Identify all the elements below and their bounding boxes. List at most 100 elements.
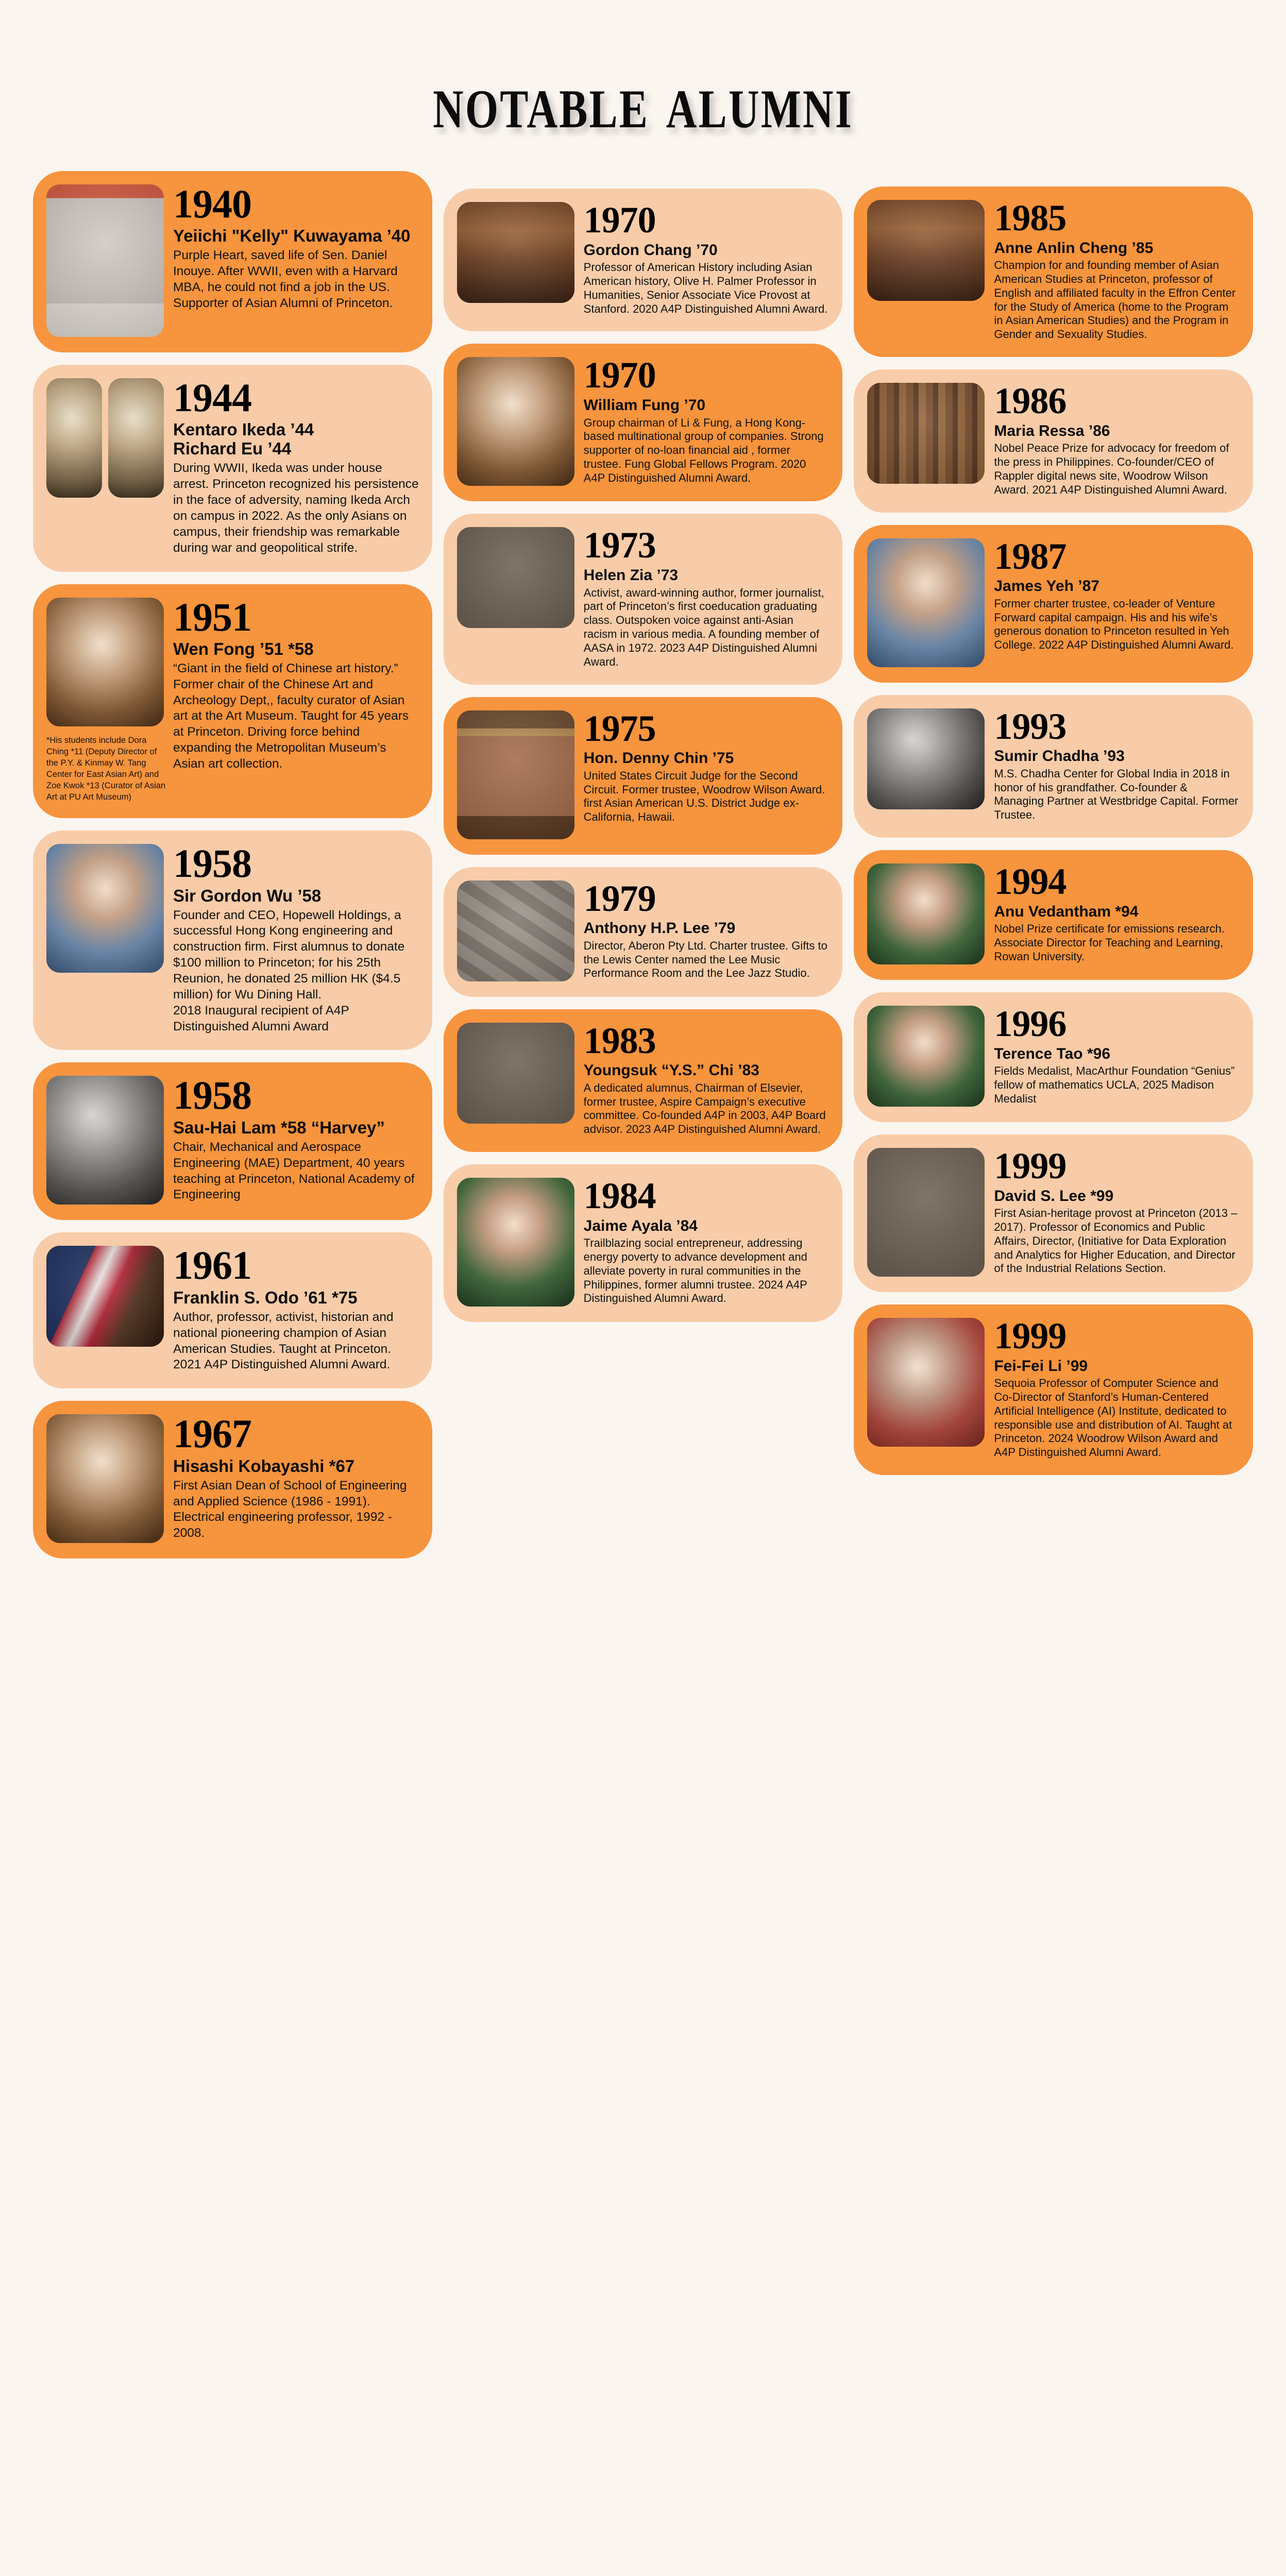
alumni-card: 1985 Anne Anlin Cheng ’85 Champion for and… [854, 187, 1254, 358]
card-year: 1951 [173, 594, 252, 639]
card-alumnus-name: Anthony H.P. Lee ’79 [583, 920, 736, 937]
card-description: Activist, award-winning author, former j… [583, 586, 824, 668]
card-year: 1996 [994, 1003, 1067, 1045]
photo-row [867, 383, 985, 484]
alumni-card: 1975 Hon. Denny Chin ’75 United States Cir… [443, 697, 843, 855]
portrait-fei-fei-li [867, 1318, 985, 1447]
card-body: 1940 Yeiichi "Kelly" Kuwayama ’40 Purple H… [173, 181, 419, 312]
card-year: 1958 [173, 1073, 252, 1118]
card-media [456, 710, 574, 839]
card-alumnus-name: Maria Ressa ’86 [994, 422, 1110, 439]
portrait-kentaro-ikeda [46, 378, 102, 498]
card-body: 1983 Youngsuk “Y.S.” Chi ’83 A dedicated a… [583, 1022, 830, 1137]
photo-caption: *His students include Dora Ching *11 (De… [46, 735, 166, 802]
alumni-card: 1970 Gordon Chang ’70 Professor of America… [443, 189, 843, 332]
card-description: Nobel Prize certificate for emissions re… [994, 922, 1225, 963]
card-description: Director, Aberon Pty Ltd. Charter truste… [583, 939, 827, 980]
photo-franklin-odo-podium [46, 1246, 164, 1347]
card-media [867, 708, 985, 809]
card-description: M.S. Chadha Center for Global India in 2… [994, 767, 1239, 822]
alumni-card: 1961 Franklin S. Odo ’61 *75 Author, profe… [33, 1232, 432, 1389]
portrait-maria-ressa [867, 383, 985, 484]
portrait-gordon-chang [456, 202, 574, 303]
card-year: 1993 [994, 705, 1067, 747]
alumni-card: 1986 Maria Ressa ’86 Nobel Peace Prize for… [854, 369, 1254, 513]
card-description: First Asian Dean of School of Engineerin… [173, 1478, 407, 1540]
card-description: Sequoia Professor of Computer Science an… [994, 1377, 1232, 1459]
card-media [867, 1318, 985, 1447]
alumni-card: 1979 Anthony H.P. Lee ’79 Director, Aberon… [443, 867, 843, 997]
card-alumnus-name: James Yeh ’87 [994, 578, 1099, 595]
card-body: 1994 Anu Vedantham *94 Nobel Prize certifi… [994, 863, 1240, 964]
card-alumnus-name: Helen Zia ’73 [583, 567, 679, 584]
card-year: 1999 [994, 1145, 1067, 1187]
card-description: Fields Medalist, MacArthur Foundation “G… [994, 1064, 1235, 1105]
photo-row [46, 1076, 164, 1205]
photo-row [456, 357, 574, 486]
photo-row [46, 844, 164, 973]
card-alumnus-name: Yeiichi "Kelly" Kuwayama ’40 [173, 226, 411, 246]
card-year: 1970 [583, 354, 656, 396]
alumni-card: 1973 Helen Zia ’73 Activist, award-winning… [443, 514, 843, 685]
card-year: 1940 [173, 181, 252, 226]
portrait-anne-anlin-cheng [867, 200, 985, 301]
card-body: 1958 Sau-Hai Lam *58 “Harvey” Chair, Mecha… [173, 1073, 419, 1203]
card-body: 1951 Wen Fong ’51 *58 “Giant in the field … [173, 594, 419, 772]
portrait-richard-eu [108, 378, 164, 498]
card-body: 1975 Hon. Denny Chin ’75 United States Cir… [584, 710, 830, 824]
photo-row [46, 597, 164, 726]
portrait-sumir-chadha [867, 708, 985, 809]
card-media [867, 538, 985, 667]
card-alumnus-name: Gordon Chang ’70 [583, 241, 718, 259]
alumni-columns: 1940 Yeiichi "Kelly" Kuwayama ’40 Purple H… [29, 171, 1257, 1559]
card-description: Founder and CEO, Hopewell Holdings, a su… [173, 908, 405, 1033]
card-body: 1999 Fei-Fei Li ’99 Sequoia Professor of C… [994, 1315, 1240, 1460]
photo-row [867, 863, 985, 965]
card-alumnus-name: Sir Gordon Wu ’58 [173, 886, 321, 905]
card-body: 1970 William Fung ’70 Group chairman of Li… [584, 357, 830, 485]
card-year: 1987 [994, 535, 1067, 577]
card-media [867, 1148, 985, 1277]
alumni-card: 1983 Youngsuk “Y.S.” Chi ’83 A dedicated a… [443, 1009, 843, 1153]
photo-row [46, 1246, 164, 1347]
card-year: 1944 [173, 375, 252, 420]
card-body: 1984 Jaime Ayala ’84 Trailblazing social e… [583, 1177, 830, 1306]
card-year: 1970 [583, 199, 656, 241]
card-media [456, 1022, 574, 1124]
card-body: 1979 Anthony H.P. Lee ’79 Director, Aberon… [584, 880, 830, 981]
card-body: 1958 Sir Gordon Wu ’58 Founder and CEO, Ho… [173, 843, 419, 1035]
portrait-helen-zia [456, 527, 574, 629]
card-alumnus-name: Terence Tao *96 [994, 1045, 1111, 1062]
portrait-jaime-ayala [456, 1178, 574, 1307]
card-year: 1979 [583, 877, 656, 919]
card-year: 1986 [994, 380, 1067, 422]
portrait-ys-chi [456, 1022, 574, 1124]
card-description: Former charter trustee, co-leader of Ven… [994, 597, 1234, 652]
card-media [867, 1006, 985, 1107]
card-alumnus-name: William Fung ’70 [583, 397, 706, 414]
alumni-card: 1984 Jaime Ayala ’84 Trailblazing social e… [443, 1164, 843, 1323]
photo-row [867, 1148, 985, 1277]
portrait-terence-tao [867, 1006, 985, 1107]
card-media [46, 378, 164, 498]
card-year: 1961 [173, 1243, 252, 1288]
card-media [46, 184, 164, 337]
alumni-card: 1944 Kentaro Ikeda ’44 Richard Eu ’44 Duri… [33, 365, 432, 572]
card-body: 1986 Maria Ressa ’86 Nobel Peace Prize for… [994, 380, 1240, 497]
card-description: Professor of American History including … [583, 261, 828, 315]
card-alumnus-name: Sau-Hai Lam *58 “Harvey” [173, 1117, 385, 1137]
card-year: 1999 [994, 1315, 1067, 1357]
card-description: Nobel Peace Prize for advocacy for freed… [994, 442, 1229, 496]
alumni-card: 1999 Fei-Fei Li ’99 Sequoia Professor of C… [854, 1304, 1254, 1476]
card-description: Chair, Mechanical and Aerospace Engineer… [173, 1140, 415, 1202]
card-alumnus-name: Youngsuk “Y.S.” Chi ’83 [583, 1062, 759, 1079]
alumni-card: 1999 David S. Lee *99 First Asian-heritage… [854, 1134, 1254, 1293]
card-alumnus-name: Anu Vedantham *94 [994, 903, 1139, 920]
photo-row [456, 527, 574, 629]
alumni-card: 1970 William Fung ’70 Group chairman of Li… [443, 344, 843, 502]
card-description: United States Circuit Judge for the Seco… [583, 769, 825, 824]
photo-row [867, 200, 985, 301]
card-description: Trailblazing social entrepreneur, addres… [583, 1236, 807, 1305]
card-media [456, 527, 574, 629]
card-alumnus-name: Anne Anlin Cheng ’85 [994, 239, 1154, 257]
